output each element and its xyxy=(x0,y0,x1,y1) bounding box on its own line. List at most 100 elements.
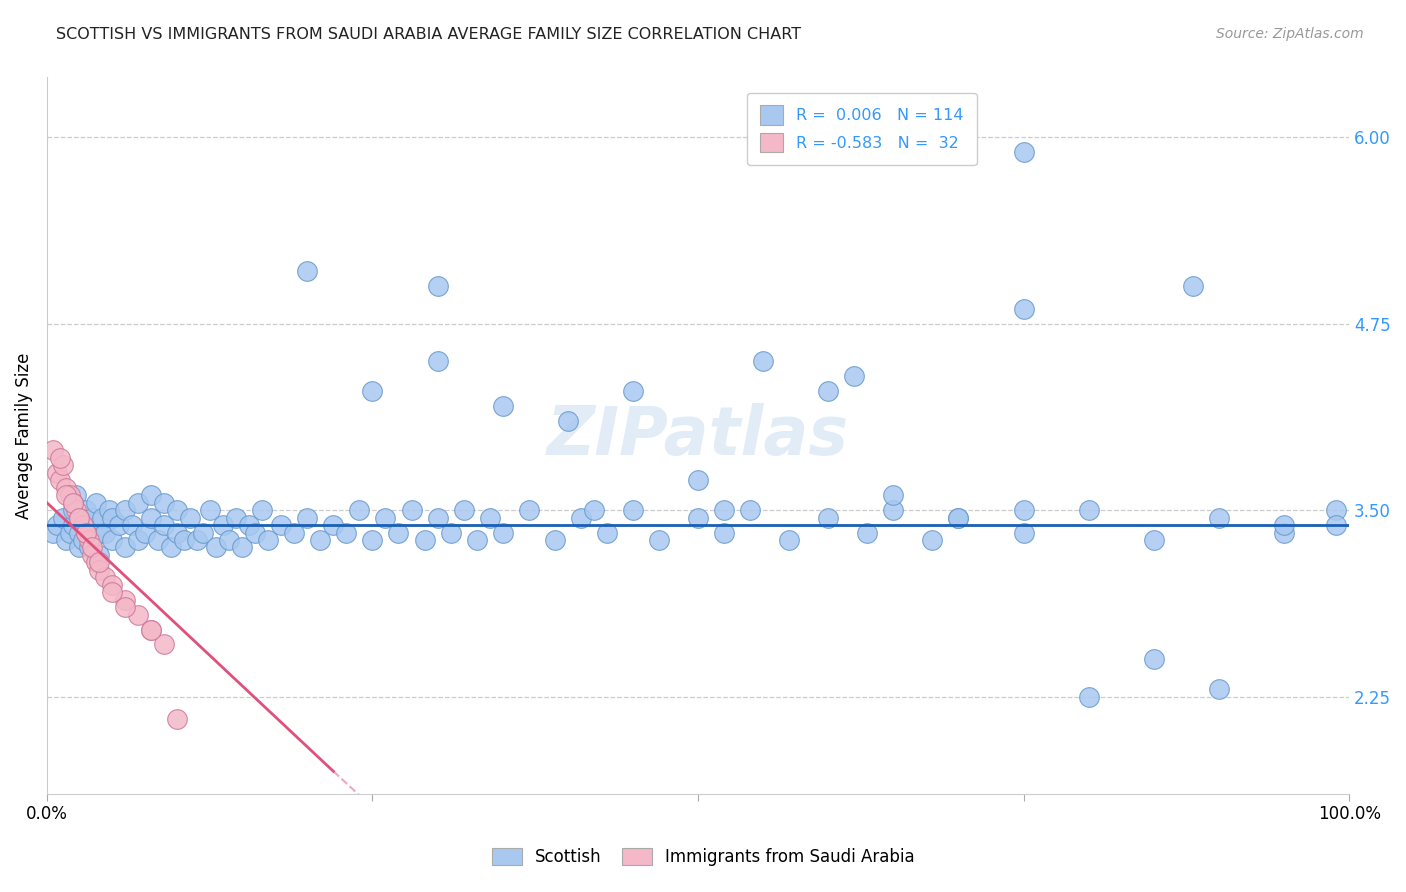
Point xyxy=(297,510,319,524)
Point xyxy=(139,623,162,637)
Point xyxy=(46,518,69,533)
Point xyxy=(166,525,188,540)
Point xyxy=(1012,525,1035,540)
Point xyxy=(101,510,124,524)
Point xyxy=(49,473,72,487)
Point xyxy=(387,525,409,540)
Point xyxy=(186,533,208,547)
Point xyxy=(1012,301,1035,316)
Point xyxy=(374,510,396,524)
Point xyxy=(740,503,762,517)
Point xyxy=(1143,533,1166,547)
Point xyxy=(882,503,904,517)
Point xyxy=(297,264,319,278)
Point xyxy=(86,555,108,569)
Point xyxy=(439,525,461,540)
Point xyxy=(153,637,176,651)
Point xyxy=(87,548,110,562)
Point xyxy=(94,525,117,540)
Point xyxy=(94,570,117,584)
Point xyxy=(361,384,384,398)
Point xyxy=(159,541,181,555)
Point xyxy=(51,458,73,473)
Point xyxy=(413,533,436,547)
Point xyxy=(62,496,84,510)
Point xyxy=(426,510,449,524)
Point xyxy=(257,533,280,547)
Point xyxy=(59,525,82,540)
Point xyxy=(69,525,91,540)
Point xyxy=(245,525,267,540)
Point xyxy=(492,399,515,413)
Point xyxy=(75,525,97,540)
Point xyxy=(69,510,91,524)
Point xyxy=(87,555,110,569)
Point xyxy=(621,384,644,398)
Point xyxy=(55,481,77,495)
Point xyxy=(1181,279,1204,293)
Point xyxy=(69,510,91,524)
Point xyxy=(49,450,72,465)
Point xyxy=(882,488,904,502)
Point xyxy=(231,541,253,555)
Point xyxy=(218,533,240,547)
Point xyxy=(686,510,709,524)
Point xyxy=(114,592,136,607)
Point xyxy=(139,488,162,502)
Point xyxy=(72,533,94,547)
Point xyxy=(114,503,136,517)
Point xyxy=(1272,518,1295,533)
Point xyxy=(1272,525,1295,540)
Point xyxy=(544,533,567,547)
Point xyxy=(621,503,644,517)
Point xyxy=(465,533,488,547)
Point xyxy=(62,496,84,510)
Point xyxy=(856,525,879,540)
Point xyxy=(77,541,100,555)
Point xyxy=(335,525,357,540)
Point xyxy=(1324,503,1347,517)
Point xyxy=(139,623,162,637)
Text: ZIPatlas: ZIPatlas xyxy=(547,402,849,468)
Point xyxy=(453,503,475,517)
Point xyxy=(322,518,344,533)
Point xyxy=(107,518,129,533)
Point xyxy=(517,503,540,517)
Point xyxy=(134,525,156,540)
Point xyxy=(270,518,292,533)
Point xyxy=(87,563,110,577)
Point xyxy=(82,533,104,547)
Point xyxy=(752,354,775,368)
Point xyxy=(127,496,149,510)
Point xyxy=(153,518,176,533)
Point xyxy=(198,503,221,517)
Point xyxy=(283,525,305,540)
Point xyxy=(582,503,605,517)
Point xyxy=(46,466,69,480)
Point xyxy=(596,525,619,540)
Point xyxy=(166,503,188,517)
Point xyxy=(948,510,970,524)
Point xyxy=(361,533,384,547)
Point xyxy=(211,518,233,533)
Point xyxy=(205,541,228,555)
Point xyxy=(121,518,143,533)
Point xyxy=(426,354,449,368)
Point xyxy=(75,503,97,517)
Point xyxy=(65,488,87,502)
Point xyxy=(114,600,136,615)
Point xyxy=(114,541,136,555)
Point xyxy=(569,510,592,524)
Point xyxy=(921,533,943,547)
Legend: R =  0.006   N = 114, R = -0.583   N =  32: R = 0.006 N = 114, R = -0.583 N = 32 xyxy=(747,93,977,165)
Point xyxy=(153,496,176,510)
Point xyxy=(173,533,195,547)
Point xyxy=(1324,518,1347,533)
Point xyxy=(55,533,77,547)
Point xyxy=(1143,652,1166,666)
Point xyxy=(713,525,735,540)
Point xyxy=(82,510,104,524)
Point xyxy=(82,541,104,555)
Point xyxy=(98,503,121,517)
Point xyxy=(127,533,149,547)
